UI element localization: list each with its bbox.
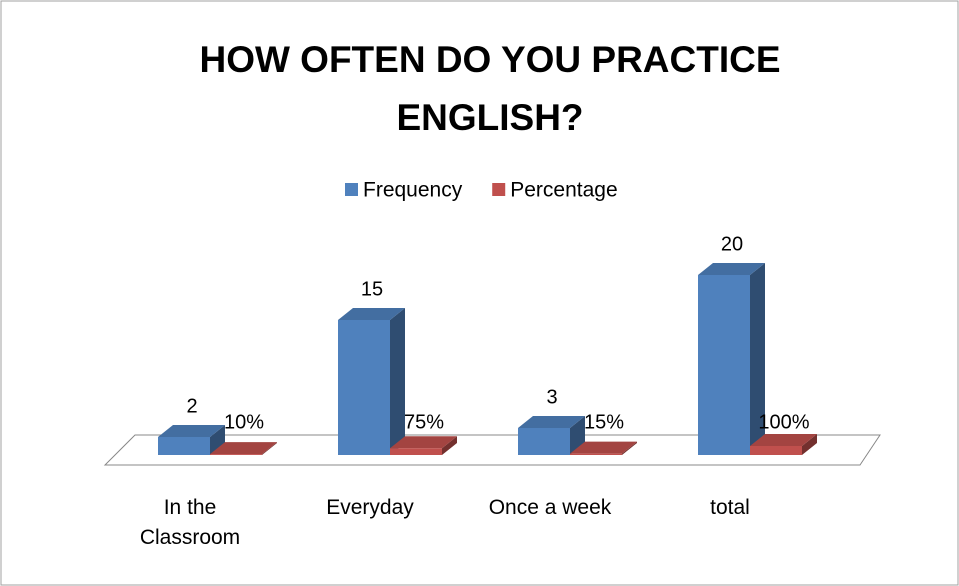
bar-top <box>518 416 585 428</box>
bar <box>518 428 570 455</box>
chart-title: HOW OFTEN DO YOU PRACTICE ENGLISH? <box>199 39 780 138</box>
bar <box>210 454 262 455</box>
bar-top <box>750 434 817 446</box>
bar-top <box>210 442 277 455</box>
data-label: 3 <box>546 386 557 408</box>
bar-top <box>390 436 457 449</box>
legend-label: Frequency <box>363 179 463 202</box>
bar-top <box>698 263 765 275</box>
bar-side <box>390 308 405 455</box>
data-label: 100% <box>758 411 809 433</box>
bar <box>158 437 210 455</box>
bar-top <box>158 425 225 437</box>
x-tick-label: total <box>710 496 750 519</box>
bar-side <box>802 434 817 455</box>
bar-side <box>262 442 277 455</box>
bar-side <box>210 425 225 455</box>
bar <box>390 448 442 455</box>
data-label: 20 <box>721 233 743 255</box>
title-line: ENGLISH? <box>396 97 583 138</box>
x-tick-label: Everyday <box>326 496 414 519</box>
data-label: 15% <box>584 411 624 433</box>
data-label: 2 <box>186 395 197 417</box>
bar-side <box>622 441 637 455</box>
data-label: 75% <box>404 411 444 433</box>
legend-swatch <box>492 183 506 196</box>
bar-top <box>338 308 405 320</box>
floor <box>103 434 881 466</box>
title-line: HOW OFTEN DO YOU PRACTICE <box>199 39 780 80</box>
x-tick-label: In the Classroom <box>139 496 241 549</box>
x-tick-label: Once a week <box>488 496 612 519</box>
legend-swatch <box>345 183 358 196</box>
data-label: 15 <box>361 278 383 300</box>
data-label: 10% <box>224 411 264 433</box>
bar <box>570 453 622 455</box>
legend-label: Percentage <box>510 179 617 202</box>
bar-side <box>442 436 457 455</box>
bar <box>338 320 390 455</box>
bar-top <box>570 441 637 454</box>
bar-side <box>750 263 765 455</box>
bar <box>698 275 750 455</box>
bar <box>750 446 802 455</box>
